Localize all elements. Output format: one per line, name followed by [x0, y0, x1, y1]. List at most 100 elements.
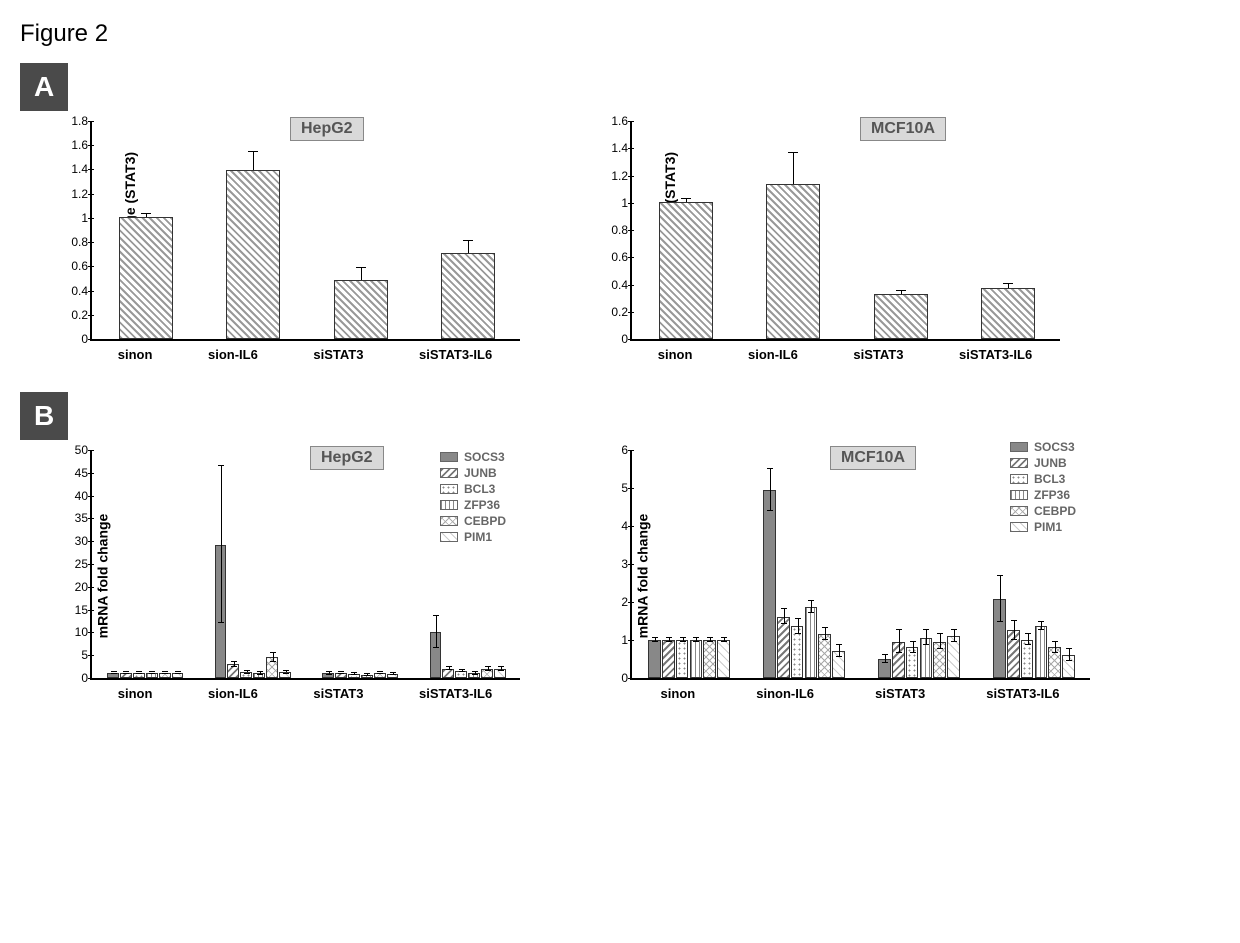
- x-label: sion-IL6: [208, 686, 258, 701]
- legend-label: PIM1: [464, 530, 492, 544]
- y-tick: 5: [52, 648, 88, 662]
- legend-swatch: [440, 452, 458, 462]
- figure-title: Figure 2: [20, 20, 1220, 48]
- legend-label: JUNB: [1034, 456, 1067, 470]
- legend-item: BCL3: [1010, 472, 1076, 486]
- legend-swatch: [1010, 522, 1028, 532]
- legend-swatch: [1010, 474, 1028, 484]
- bar: [874, 294, 928, 339]
- y-tick: 40: [52, 489, 88, 503]
- chart-b-left: HepG2mRNA fold change0510152025303540455…: [20, 450, 520, 701]
- x-label: sinon-IL6: [756, 686, 814, 701]
- chart-a-left: HepG2mRNA fold change (STAT3)00.20.40.60…: [20, 121, 520, 362]
- legend-item: ZFP36: [440, 498, 506, 512]
- bar: [662, 640, 675, 678]
- y-tick: 35: [52, 511, 88, 525]
- legend-item: SOCS3: [440, 450, 506, 464]
- x-label: sinon: [118, 686, 153, 701]
- legend: SOCS3 JUNB BCL3 ZFP36 CEBPD PIM1: [440, 450, 506, 546]
- legend-swatch: [1010, 506, 1028, 516]
- y-tick: 1.6: [52, 138, 88, 152]
- legend-swatch: [440, 516, 458, 526]
- legend-swatch: [1010, 490, 1028, 500]
- y-tick: 10: [52, 625, 88, 639]
- bar: [1035, 626, 1048, 678]
- legend-item: CEBPD: [1010, 504, 1076, 518]
- y-tick: 25: [52, 557, 88, 571]
- bar: [717, 640, 730, 678]
- y-tick: 50: [52, 443, 88, 457]
- y-tick: 20: [52, 580, 88, 594]
- legend-label: JUNB: [464, 466, 497, 480]
- y-tick: 0.8: [52, 235, 88, 249]
- y-tick: 1.4: [592, 141, 628, 155]
- y-tick: 30: [52, 534, 88, 548]
- y-tick: 0: [52, 332, 88, 346]
- bar: [703, 640, 716, 678]
- legend-swatch: [440, 532, 458, 542]
- legend-swatch: [440, 484, 458, 494]
- bar: [981, 288, 1035, 339]
- bar: [226, 170, 280, 339]
- x-label: sinon: [118, 347, 153, 362]
- legend-item: ZFP36: [1010, 488, 1076, 502]
- y-tick: 0: [592, 332, 628, 346]
- legend-label: CEBPD: [1034, 504, 1076, 518]
- y-tick: 0.6: [52, 259, 88, 273]
- legend-item: SOCS3: [1010, 440, 1076, 454]
- bar: [777, 617, 790, 678]
- legend: SOCS3 JUNB BCL3 ZFP36 CEBPD PIM1: [1010, 440, 1076, 536]
- y-tick: 0.2: [592, 305, 628, 319]
- legend-item: PIM1: [1010, 520, 1076, 534]
- legend-label: PIM1: [1034, 520, 1062, 534]
- bar: [648, 640, 661, 678]
- y-tick: 45: [52, 466, 88, 480]
- bar: [676, 640, 689, 678]
- x-label: sinon: [661, 686, 696, 701]
- y-tick: 1.8: [52, 114, 88, 128]
- panel-label-a: A: [20, 63, 68, 111]
- legend-label: BCL3: [464, 482, 495, 496]
- y-tick: 15: [52, 603, 88, 617]
- bar: [334, 280, 388, 339]
- y-tick: 1: [52, 211, 88, 225]
- y-tick: 2: [592, 595, 628, 609]
- bar: [805, 607, 818, 678]
- y-tick: 0.2: [52, 308, 88, 322]
- bar: [947, 636, 960, 678]
- x-label: siSTAT3-IL6: [986, 686, 1059, 701]
- y-tick: 1: [592, 196, 628, 210]
- bar: [659, 202, 713, 340]
- panel-b-row: HepG2mRNA fold change0510152025303540455…: [20, 450, 1220, 701]
- y-tick: 0.4: [592, 278, 628, 292]
- x-label: sion-IL6: [208, 347, 258, 362]
- x-label: siSTAT3: [313, 347, 363, 362]
- legend-label: CEBPD: [464, 514, 506, 528]
- y-tick: 0.8: [592, 223, 628, 237]
- legend-swatch: [1010, 458, 1028, 468]
- y-tick: 0: [592, 671, 628, 685]
- x-label: siSTAT3-IL6: [419, 347, 492, 362]
- legend-item: BCL3: [440, 482, 506, 496]
- y-tick: 5: [592, 481, 628, 495]
- bar: [766, 184, 820, 339]
- x-label: siSTAT3: [875, 686, 925, 701]
- legend-item: JUNB: [440, 466, 506, 480]
- legend-swatch: [1010, 442, 1028, 452]
- legend-label: SOCS3: [464, 450, 505, 464]
- chart-b-right: MCF10AmRNA fold change0123456sinonsinon-…: [560, 450, 1090, 701]
- y-tick: 1.4: [52, 162, 88, 176]
- panel-a-row: HepG2mRNA fold change (STAT3)00.20.40.60…: [20, 121, 1220, 362]
- y-tick: 1.2: [592, 169, 628, 183]
- y-tick: 6: [592, 443, 628, 457]
- legend-item: CEBPD: [440, 514, 506, 528]
- legend-swatch: [440, 468, 458, 478]
- legend-swatch: [440, 500, 458, 510]
- y-tick: 0.4: [52, 284, 88, 298]
- bar: [818, 634, 831, 678]
- x-label: sinon: [658, 347, 693, 362]
- legend-item: PIM1: [440, 530, 506, 544]
- bar: [442, 669, 454, 678]
- panel-label-b: B: [20, 392, 68, 440]
- legend-label: BCL3: [1034, 472, 1065, 486]
